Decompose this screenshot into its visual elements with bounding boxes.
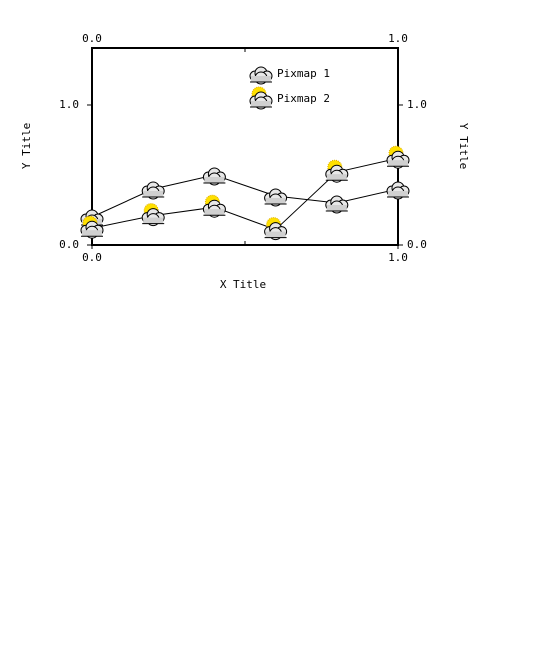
legend-icon	[249, 86, 273, 110]
y-axis-title: Y Title	[20, 123, 33, 169]
cloud-base	[388, 190, 408, 197]
cloud-base	[251, 101, 271, 107]
y2-tick-label: 0.0	[407, 238, 427, 251]
plot-frame	[91, 47, 399, 246]
series-line	[91, 174, 399, 218]
legend-label: Pixmap 2	[277, 92, 330, 105]
cloud-base	[326, 204, 347, 211]
point-marker	[386, 145, 410, 169]
point-marker	[386, 181, 410, 200]
cloud-base	[388, 160, 408, 167]
point-marker	[202, 194, 226, 218]
cloud-base	[143, 217, 164, 224]
cloud-base	[204, 209, 225, 216]
cloud-base	[265, 231, 286, 238]
x-tick-label: 0.0	[82, 251, 102, 264]
x2-tick-label: 0.0	[82, 32, 102, 45]
series-line	[91, 157, 399, 231]
legend-label: Pixmap 1	[277, 67, 330, 80]
point-marker	[264, 217, 288, 241]
y2-axis-title: Y Title	[457, 123, 470, 169]
cloud-base	[82, 230, 102, 237]
cloud-base	[251, 76, 271, 82]
legend-icon	[249, 66, 273, 85]
point-marker	[141, 181, 165, 200]
cloud-base	[204, 176, 225, 183]
point-marker	[141, 203, 165, 227]
y2-tick-label: 1.0	[407, 98, 427, 111]
point-marker	[325, 195, 349, 214]
point-marker	[325, 159, 349, 183]
x2-tick-label: 1.0	[388, 32, 408, 45]
point-marker	[80, 215, 104, 239]
cloud-base	[265, 197, 286, 204]
cloud-base	[326, 174, 347, 181]
cloud-base	[143, 190, 164, 197]
point-marker	[202, 167, 226, 186]
y-tick-label: 1.0	[59, 98, 79, 111]
x-tick-label: 1.0	[388, 251, 408, 264]
y-tick-label: 0.0	[59, 238, 79, 251]
x-axis-title: X Title	[220, 278, 266, 291]
point-marker	[264, 188, 288, 207]
